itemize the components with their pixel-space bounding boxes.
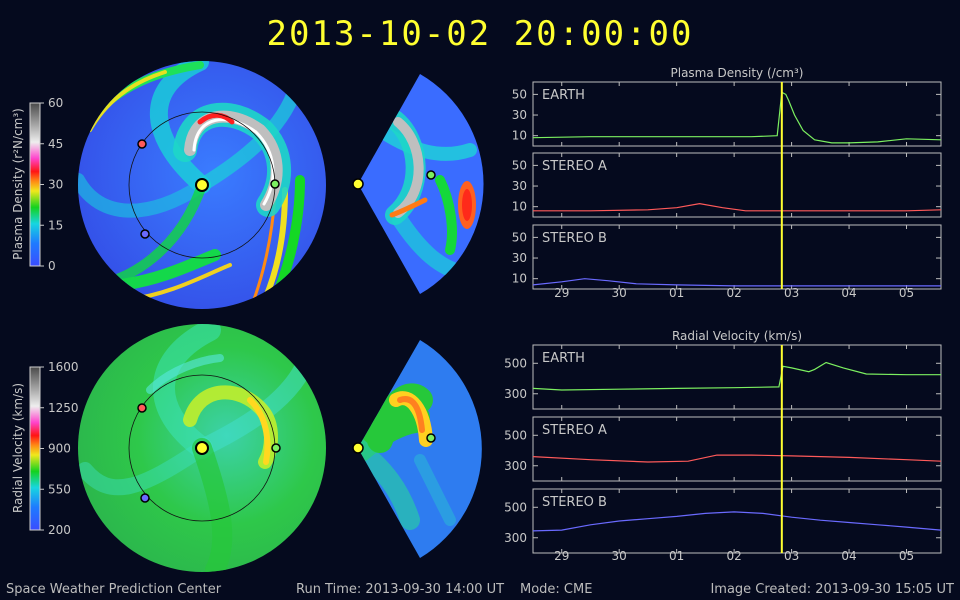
sun-marker-meridional: [352, 442, 364, 454]
colorbar-tick-label: 200: [48, 523, 71, 537]
colorbar-tick-label: 1600: [48, 360, 79, 374]
y-tick-label: 10: [512, 200, 527, 214]
panel-frame: [532, 488, 942, 554]
density-timeseries: Plasma Density (/cm³) 10 30 50 EARTH 10 30 50 ST…: [512, 66, 942, 300]
model-maps: Plasma Density (r²N/cm³) 60 45 30 15 0 Radia…: [11, 61, 484, 572]
y-tick-label: 50: [512, 158, 527, 172]
x-tick-label: 04: [841, 549, 856, 563]
panel-label: STEREO A: [542, 159, 607, 174]
x-tick-label: 02: [726, 286, 741, 300]
x-tick-label: 05: [899, 549, 914, 563]
x-tick-label: 30: [612, 286, 627, 300]
panel-frame: [532, 344, 942, 410]
density-meridional-map: [352, 74, 484, 294]
stereo-b-marker: [140, 229, 150, 239]
velocity-colorbar: Radial Velocity (km/s) 1600 1250 900 550 200: [11, 360, 79, 537]
x-tick-label: 03: [784, 549, 799, 563]
panel-frame: [532, 152, 942, 218]
series-line: [532, 278, 941, 287]
time-series-plots: Plasma Density (/cm³) 10 30 50 EARTH 10 30 50 ST…: [504, 66, 942, 563]
y-tick-label: 50: [512, 87, 527, 101]
x-tick-label: 29: [554, 549, 569, 563]
x-tick-label: 03: [784, 286, 799, 300]
colorbar-tick-label: 60: [48, 96, 63, 110]
series-line: [532, 91, 942, 144]
colorbar-tick-label: 550: [48, 482, 71, 496]
x-tick-label: 02: [726, 549, 741, 563]
colorbar-tick-label: 1250: [48, 401, 79, 415]
panel-stereo-a: 300 500 STEREO A: [504, 416, 942, 482]
y-tick-label: 500: [504, 428, 527, 442]
stereo-a-marker: [137, 403, 147, 413]
panel-earth: 10 30 50 EARTH: [512, 81, 942, 147]
panel-frame: [532, 81, 942, 147]
y-tick-label: 50: [512, 230, 527, 244]
y-tick-label: 30: [512, 179, 527, 193]
density-colorbar-label: Plasma Density (r²N/cm³): [11, 108, 25, 260]
colorbar-tick-label: 30: [48, 178, 63, 192]
panel-label: STEREO B: [542, 231, 607, 246]
velocity-timeseries: Radial Velocity (km/s) 300 500 EARTH 300 500 S…: [504, 329, 942, 563]
x-tick-label: 01: [669, 549, 684, 563]
series-line: [532, 511, 942, 532]
x-tick-label: 01: [669, 286, 684, 300]
y-tick-label: 30: [512, 251, 527, 265]
series-line: [533, 202, 942, 212]
panel-frame: [532, 224, 942, 290]
x-tick-label: 29: [554, 286, 569, 300]
x-tick-label: 30: [612, 549, 627, 563]
y-tick-label: 10: [512, 272, 527, 286]
panel-label: STEREO B: [542, 495, 607, 510]
colorbar-tick-label: 45: [48, 137, 63, 151]
panel-label: EARTH: [542, 351, 585, 366]
density-colorbar: Plasma Density (r²N/cm³) 60 45 30 15 0: [11, 96, 63, 273]
velocity-ecliptic-map: [78, 324, 326, 572]
series-line: [532, 361, 941, 391]
panel-label: STEREO A: [542, 423, 607, 438]
velocity-meridional-map: [352, 340, 482, 558]
y-tick-label: 300: [504, 387, 527, 401]
colorbar-tick-label: 0: [48, 259, 56, 273]
stereo-a-marker: [137, 139, 147, 149]
panel-stereo-b: 10 30 50 STEREO B: [512, 224, 942, 290]
earth-marker: [270, 179, 280, 189]
chart-title: Radial Velocity (km/s): [672, 329, 802, 343]
y-tick-label: 300: [504, 531, 527, 545]
y-tick-label: 300: [504, 459, 527, 473]
sun-marker: [195, 178, 209, 192]
x-tick-label: 04: [841, 286, 856, 300]
panel-stereo-b: 300 500 STEREO B: [504, 488, 942, 554]
stereo-b-marker: [140, 493, 150, 503]
footer-mode: Mode: CME: [520, 582, 593, 597]
panel-label: EARTH: [542, 88, 585, 103]
panel-earth: 300 500 EARTH: [504, 344, 942, 410]
sun-marker-meridional: [352, 178, 364, 190]
velocity-colorbar-label: Radial Velocity (km/s): [11, 383, 25, 513]
x-tick-label: 05: [899, 286, 914, 300]
earth-marker: [271, 443, 281, 453]
colorbar-tick-label: 900: [48, 442, 71, 456]
y-tick-label: 500: [504, 356, 527, 370]
sun-marker: [195, 441, 209, 455]
footer-organization: Space Weather Prediction Center: [6, 582, 222, 597]
footer-run-time: Run Time: 2013-09-30 14:00 UT: [296, 582, 505, 597]
earth-marker-meridional: [426, 170, 436, 180]
chart-title: Plasma Density (/cm³): [671, 66, 804, 80]
y-tick-label: 30: [512, 108, 527, 122]
y-tick-label: 10: [512, 129, 527, 143]
series-line: [532, 454, 942, 463]
y-tick-label: 500: [504, 500, 527, 514]
datetime-title: 2013-10-02 20:00:00: [266, 14, 694, 54]
footer-image-created: Image Created: 2013-09-30 15:05 UT: [710, 582, 954, 597]
panel-frame: [532, 416, 942, 482]
panel-stereo-a: 10 30 50 STEREO A: [512, 152, 942, 218]
earth-marker-meridional: [426, 433, 436, 443]
colorbar-tick-label: 15: [48, 218, 63, 232]
